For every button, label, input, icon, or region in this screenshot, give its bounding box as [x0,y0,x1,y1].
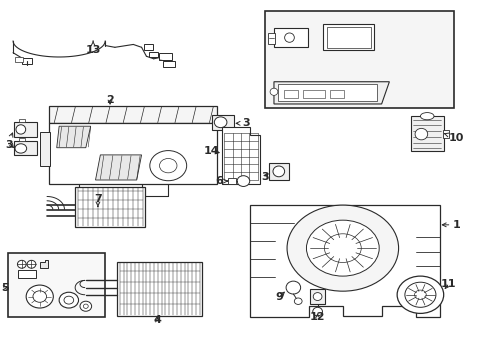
Bar [163,60,175,67]
Text: 5: 5 [1,283,9,293]
Bar [323,24,374,50]
Text: 12: 12 [309,312,325,322]
Bar [14,140,37,155]
Polygon shape [221,127,260,184]
Text: 6: 6 [215,176,227,186]
Bar [22,58,32,64]
Bar [273,28,307,47]
Ellipse shape [284,33,294,42]
Ellipse shape [269,88,277,95]
Polygon shape [40,260,48,268]
Bar [329,90,344,98]
Text: 4: 4 [153,315,161,325]
Text: 14: 14 [203,146,219,156]
Polygon shape [95,155,142,180]
Ellipse shape [80,301,91,311]
Bar [20,138,25,140]
Ellipse shape [286,205,398,291]
Ellipse shape [18,260,26,268]
Bar [268,163,288,180]
Ellipse shape [324,234,361,262]
Text: 3: 3 [236,118,249,128]
Bar [8,253,105,317]
Ellipse shape [237,176,249,186]
Ellipse shape [272,166,284,177]
Text: 3: 3 [261,172,268,182]
Ellipse shape [26,285,53,308]
Text: 3: 3 [6,140,13,150]
Ellipse shape [414,290,426,300]
Ellipse shape [83,304,88,309]
Ellipse shape [396,276,443,314]
Ellipse shape [159,158,177,173]
Text: 2: 2 [106,95,114,105]
Bar [267,33,275,44]
Bar [117,262,202,316]
Ellipse shape [306,220,378,276]
Bar [40,132,50,166]
Bar [148,51,157,57]
Bar [14,122,37,137]
Text: 1: 1 [441,220,460,230]
Bar [303,90,324,98]
Bar [49,107,216,123]
Ellipse shape [149,150,186,181]
Bar [410,116,443,151]
Ellipse shape [27,260,36,268]
Ellipse shape [16,125,26,134]
Text: 9: 9 [275,292,284,302]
Bar [277,84,376,101]
Bar [16,57,23,62]
Ellipse shape [294,298,302,305]
Ellipse shape [404,282,435,307]
Ellipse shape [285,281,300,294]
Bar [264,12,453,108]
Bar [18,270,36,278]
Bar [75,187,145,226]
Ellipse shape [59,292,79,308]
Bar [20,119,25,122]
Bar [211,115,233,130]
Bar [326,27,370,48]
Bar [283,90,298,98]
Polygon shape [273,82,388,104]
Ellipse shape [15,144,26,153]
Bar [228,178,236,184]
Text: 10: 10 [444,133,464,143]
Bar [143,44,152,50]
Text: 7: 7 [94,194,102,207]
Ellipse shape [313,293,321,301]
Bar [158,53,172,60]
Bar [309,289,325,304]
Ellipse shape [414,129,427,140]
Text: 11: 11 [440,279,455,289]
Ellipse shape [214,117,226,128]
Polygon shape [249,205,439,317]
Bar [49,123,216,184]
Ellipse shape [33,291,46,302]
Bar [442,130,447,138]
Text: 13: 13 [85,41,101,55]
Ellipse shape [312,307,322,316]
Polygon shape [57,126,90,148]
Ellipse shape [420,113,433,120]
Ellipse shape [64,296,74,304]
